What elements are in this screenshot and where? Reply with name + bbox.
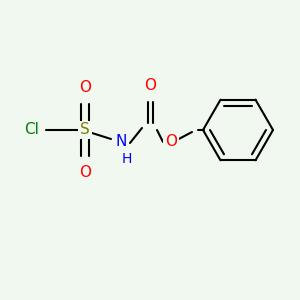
- Text: O: O: [79, 165, 91, 180]
- Text: S: S: [80, 122, 90, 137]
- Text: O: O: [144, 78, 156, 93]
- Text: N: N: [115, 134, 127, 149]
- Text: Cl: Cl: [24, 122, 39, 137]
- Text: O: O: [165, 134, 177, 149]
- Text: O: O: [79, 80, 91, 95]
- Text: H: H: [122, 152, 132, 166]
